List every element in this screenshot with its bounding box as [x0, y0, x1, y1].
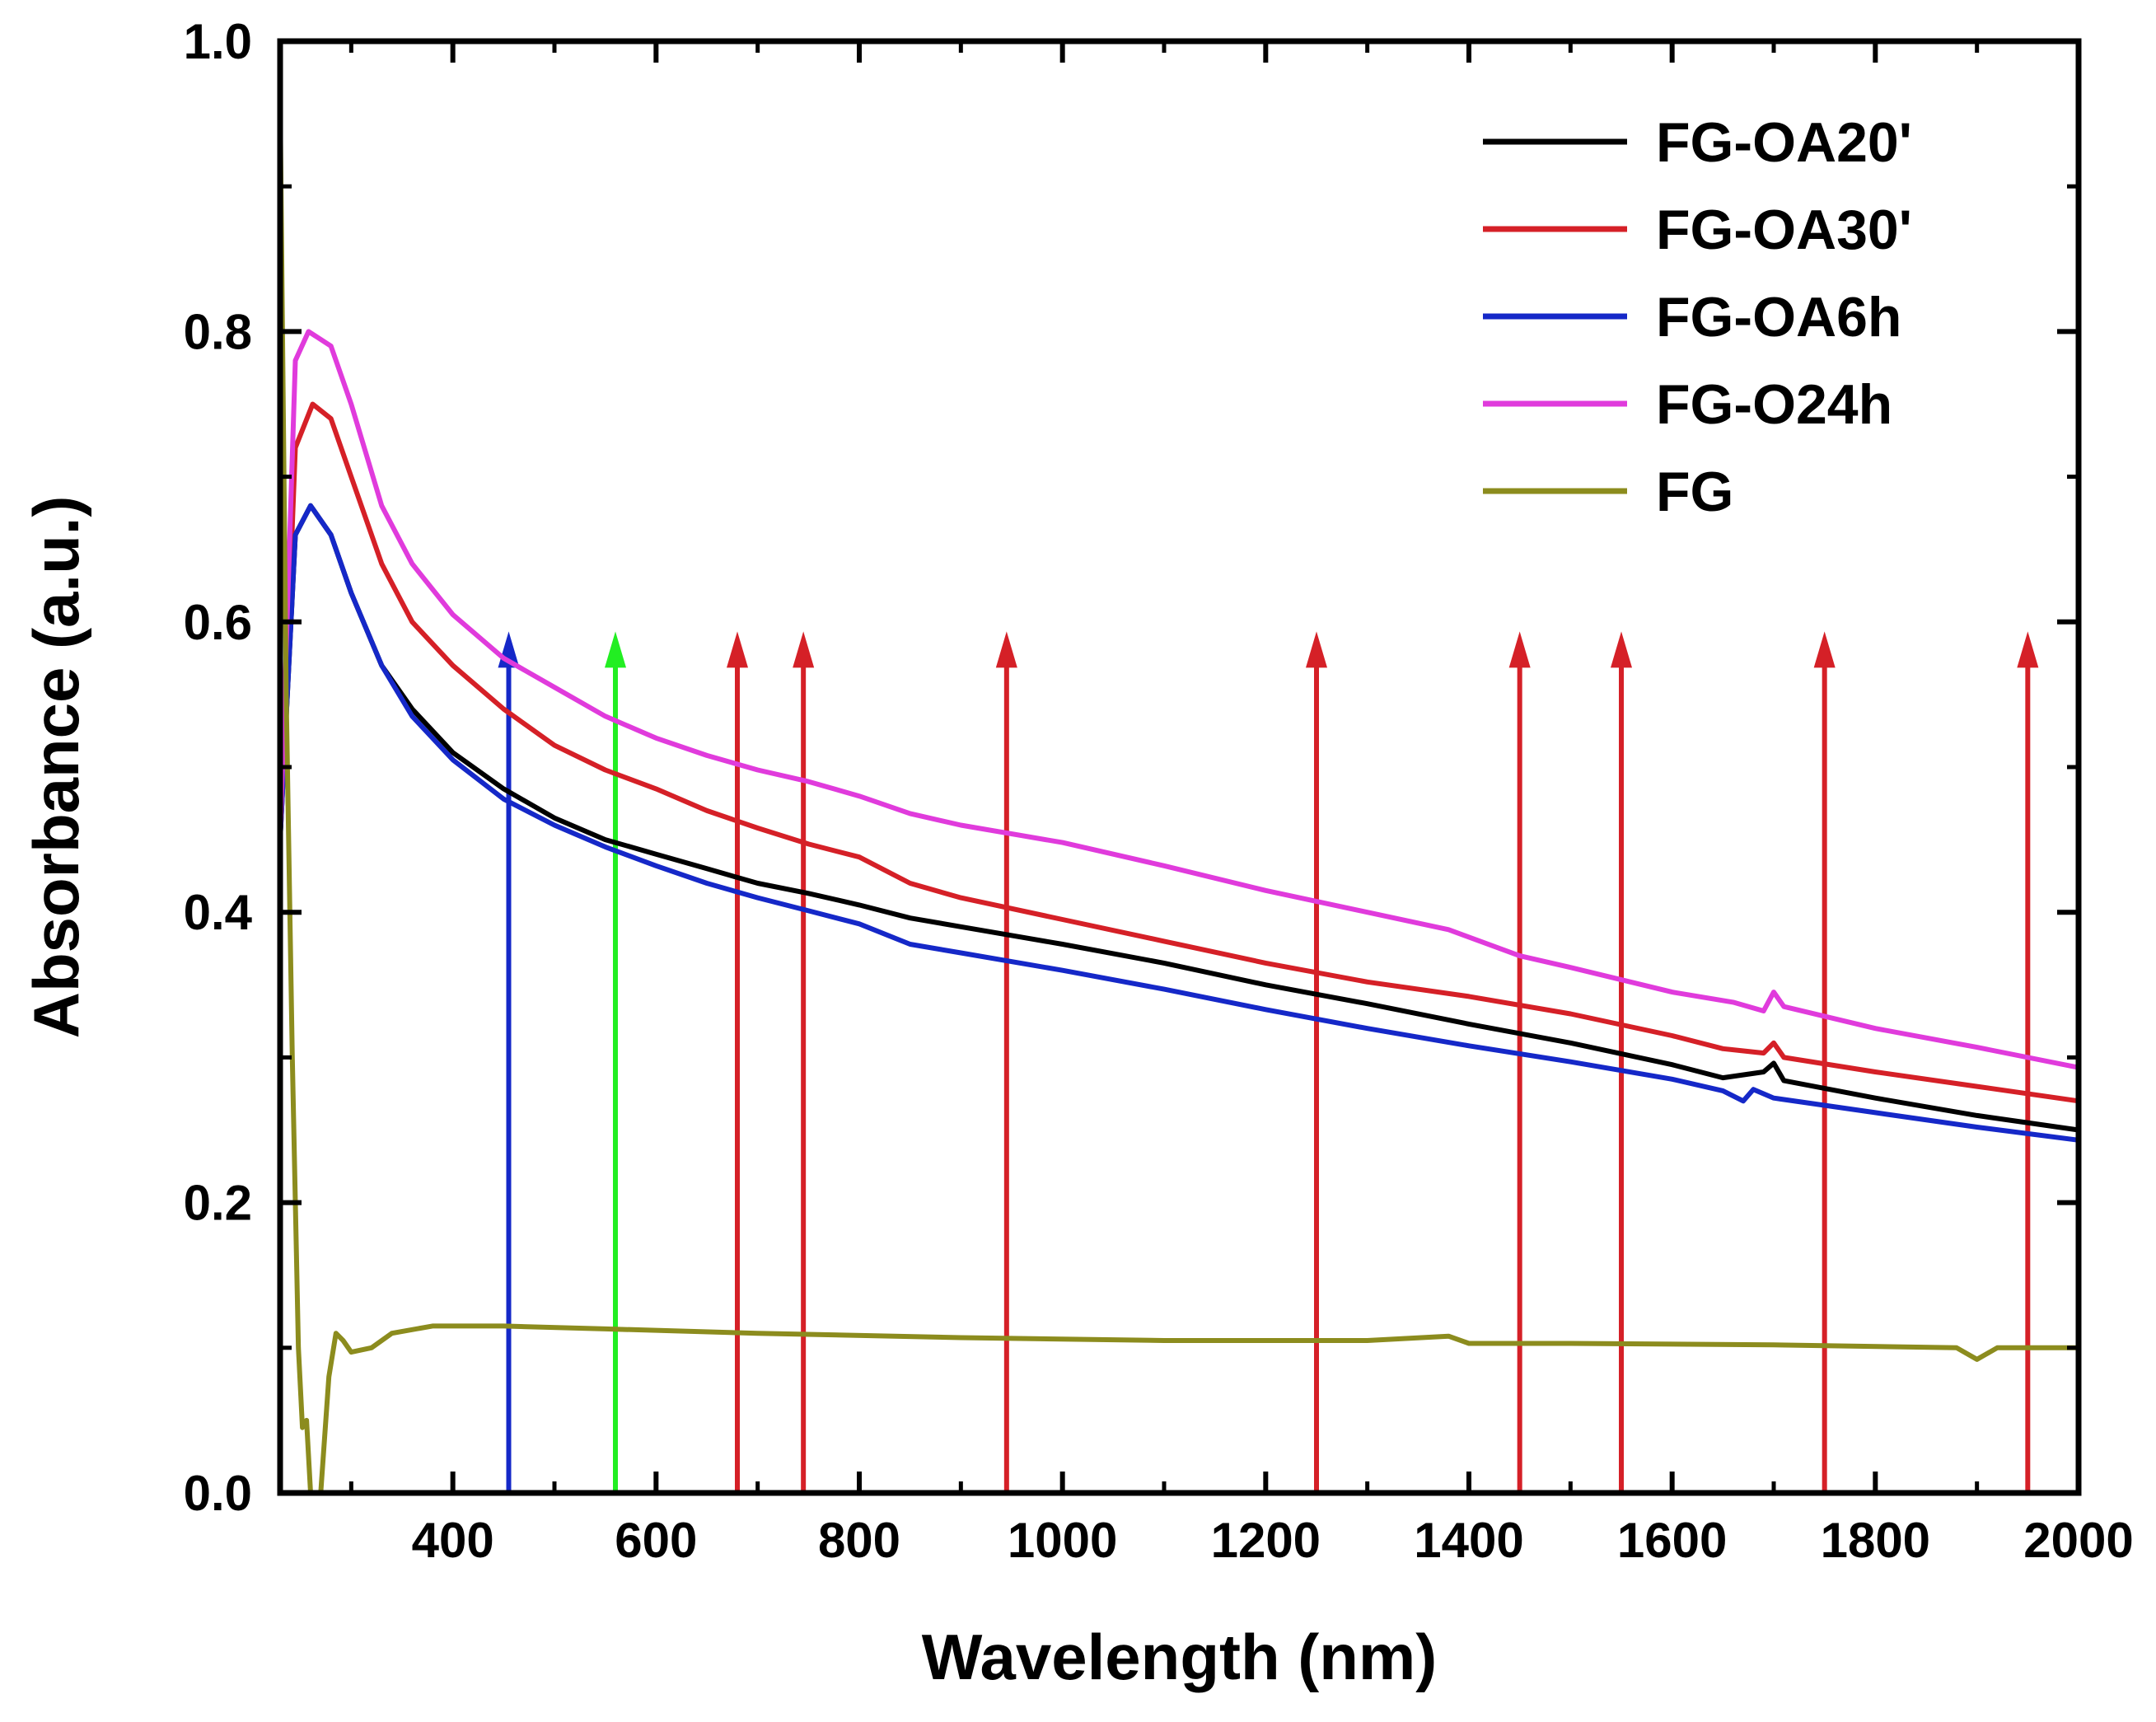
- x-tick-label: 400: [412, 1513, 494, 1568]
- series-lines: [278, 96, 2081, 1495]
- axis-tick-labels: 400 600 800 1000 1200 1400 1600 1800 2000 0.0 0.2 0…: [184, 14, 2134, 1568]
- legend-label: FG-O24h: [1656, 373, 1892, 436]
- x-tick-label: 2000: [2023, 1513, 2133, 1568]
- x-tick-label: 1000: [1008, 1513, 1117, 1568]
- legend-label: FG-OA6h: [1656, 286, 1901, 349]
- x-tick-label: 1200: [1211, 1513, 1321, 1568]
- y-tick-label: 0.0: [184, 1466, 252, 1521]
- y-axis-title: Absorbance (a.u.): [20, 496, 92, 1039]
- arrow-head: [1813, 631, 1836, 668]
- series-line-4: [278, 96, 2081, 1495]
- y-tick-label: 0.6: [184, 595, 252, 650]
- axis-ticks: [280, 39, 2081, 1495]
- legend-label: FG-OA30': [1656, 199, 1912, 261]
- legend: FG-OA20' FG-OA30' FG-OA6h FG-O24h FG: [1483, 111, 1912, 523]
- arrow-head: [605, 631, 626, 668]
- x-axis-title: Wavelength (nm): [922, 1621, 1437, 1693]
- arrow-head: [727, 631, 748, 668]
- arrow-head: [1611, 631, 1632, 668]
- y-tick-label: 1.0: [184, 14, 252, 69]
- x-tick-label: 1800: [1821, 1513, 1930, 1568]
- arrow-head: [995, 631, 1017, 668]
- y-tick-label: 0.2: [184, 1176, 252, 1231]
- legend-label: FG: [1656, 461, 1733, 523]
- arrow-head: [1508, 631, 1531, 668]
- x-tick-label: 600: [615, 1513, 697, 1568]
- x-tick-label: 800: [818, 1513, 900, 1568]
- x-tick-label: 1600: [1617, 1513, 1727, 1568]
- arrow-head: [2017, 631, 2039, 668]
- y-tick-label: 0.4: [184, 885, 253, 940]
- arrow-annotations: [498, 631, 2039, 1493]
- y-tick-label: 0.8: [184, 304, 252, 359]
- series-line-0: [278, 503, 2081, 1133]
- series-line-3: [278, 329, 2081, 1070]
- arrow-head: [1306, 631, 1327, 668]
- x-tick-label: 1400: [1414, 1513, 1523, 1568]
- series-line-1: [278, 401, 2081, 1104]
- arrow-head: [793, 631, 815, 668]
- legend-label: FG-OA20': [1656, 111, 1912, 174]
- series-line-2: [278, 503, 2081, 1143]
